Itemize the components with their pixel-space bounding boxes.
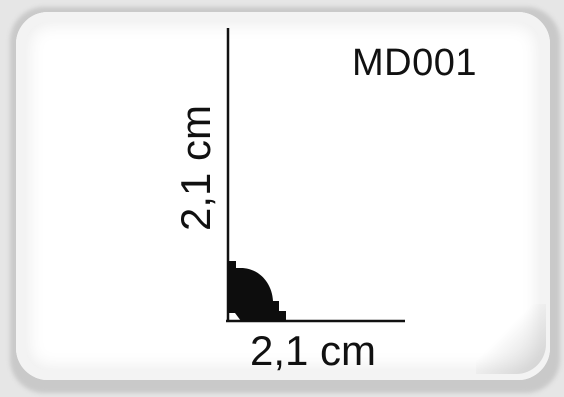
moulding-cross-section-shape <box>228 261 286 321</box>
width-dimension-label: 2,1 cm <box>250 327 377 374</box>
card-corner-glare <box>476 304 546 374</box>
height-dimension-label: 2,1 cm <box>172 104 219 232</box>
model-code-label: MD001 <box>352 42 477 84</box>
